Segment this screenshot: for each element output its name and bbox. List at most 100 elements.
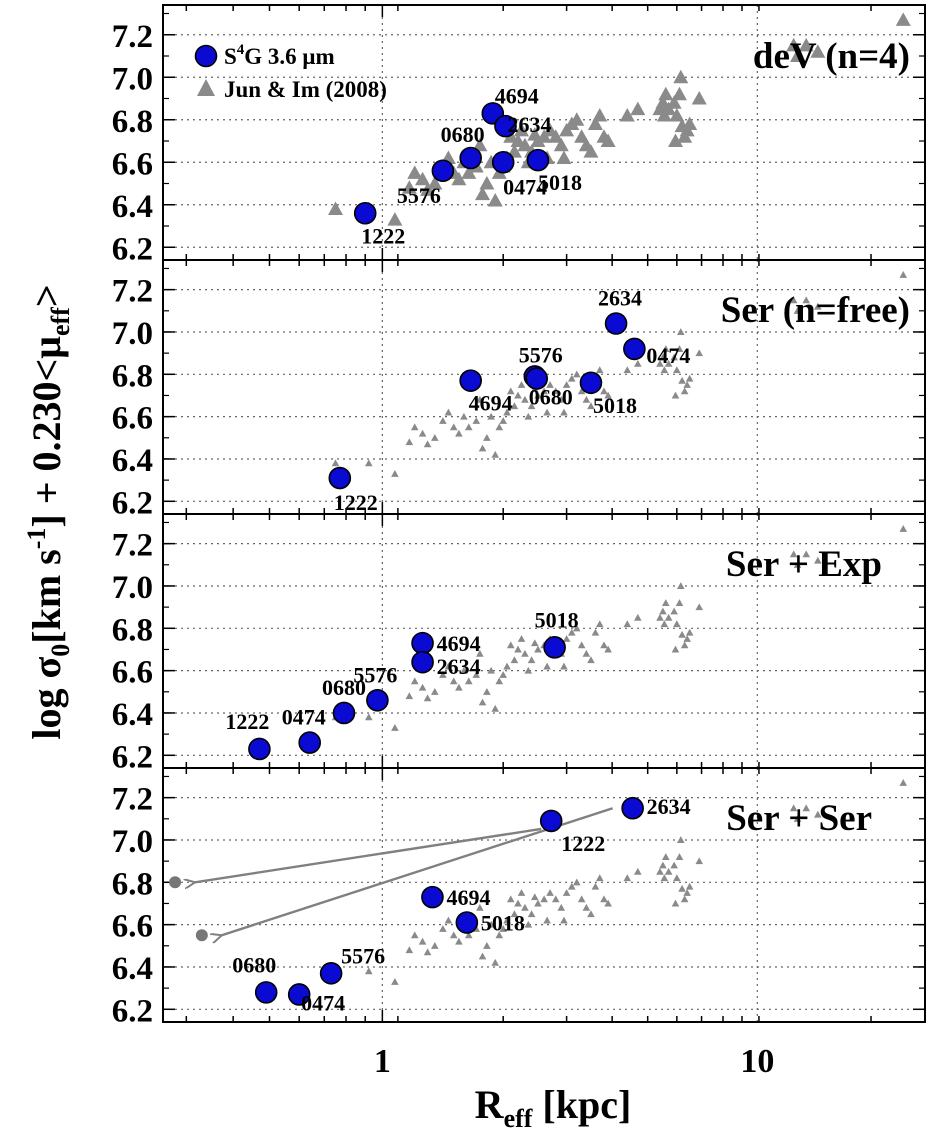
- comparison-triangle: [814, 810, 822, 818]
- comparison-triangle: [595, 366, 604, 374]
- comparison-triangle: [675, 853, 684, 860]
- comparison-triangle: [634, 359, 642, 367]
- point-label-0680: 0680: [529, 385, 573, 410]
- comparison-triangle: [410, 423, 419, 431]
- comparison-triangle: [464, 677, 473, 685]
- s4g-point-0474: [491, 150, 515, 174]
- comparison-triangle: [479, 176, 495, 190]
- s4g-point-5018: [579, 371, 603, 395]
- comparison-triangle: [540, 387, 548, 395]
- comparison-triangle: [675, 599, 684, 606]
- y-axis-title-part-5: eff: [46, 307, 75, 336]
- comparison-triangle: [328, 201, 344, 215]
- comparison-triangle: [810, 44, 826, 58]
- point-label-0680: 0680: [232, 952, 276, 977]
- comparison-triangle: [449, 677, 458, 685]
- comparison-triangle: [514, 122, 530, 137]
- s4g-point-4694: [421, 885, 444, 909]
- comparison-triangle: [604, 645, 612, 653]
- comparison-triangle: [431, 688, 439, 695]
- comparison-triangle: [790, 48, 806, 62]
- comparison-triangle: [673, 69, 689, 84]
- comparison-triangle: [661, 853, 670, 860]
- point-label-4694: 4694: [446, 885, 490, 910]
- comparison-triangle: [685, 628, 694, 636]
- comparison-triangle: [405, 692, 414, 700]
- point-label-5576: 5576: [397, 183, 441, 208]
- x-axis-title-sub: eff: [504, 1104, 533, 1129]
- comparison-triangle: [587, 402, 595, 410]
- comparison-triangle: [899, 779, 908, 786]
- comparison-triangle: [572, 878, 581, 886]
- y-tick-label: 7.0: [112, 824, 153, 860]
- comparison-triangle: [685, 374, 694, 382]
- comparison-triangle: [587, 656, 595, 664]
- comparison-triangle: [678, 376, 686, 384]
- comparison-triangle: [487, 193, 503, 207]
- arrow-1222: [195, 827, 542, 882]
- comparison-triangle: [521, 903, 529, 911]
- comparison-triangle: [604, 899, 612, 907]
- comparison-triangle: [664, 867, 673, 875]
- comparison-triangle: [676, 328, 685, 336]
- comparison-triangle: [691, 91, 707, 105]
- comparison-triangle: [391, 469, 399, 477]
- comparison-triangle: [391, 723, 399, 731]
- comparison-triangle: [793, 307, 802, 314]
- comparison-triangle: [557, 395, 566, 403]
- y-tick-label: 6.8: [112, 358, 153, 394]
- point-label-0474: 0474: [503, 174, 547, 199]
- comparison-triangle: [670, 607, 678, 615]
- comparison-triangle: [680, 641, 689, 649]
- comparison-triangle: [521, 649, 529, 657]
- comparison-triangle: [478, 698, 487, 706]
- comparison-triangle: [656, 867, 664, 875]
- comparison-triangle: [669, 108, 685, 122]
- comparison-triangle: [619, 108, 635, 122]
- point-label-1222: 1222: [225, 709, 269, 734]
- s4g-point-0680: [459, 146, 482, 170]
- y-tick-label: 6.8: [112, 612, 153, 648]
- comparison-triangle: [600, 641, 608, 649]
- point-label-4694: 4694: [437, 631, 481, 656]
- comparison-triangle: [534, 899, 542, 907]
- comparison-triangle: [546, 381, 554, 388]
- y-tick-label: 6.6: [112, 655, 153, 691]
- comparison-triangle: [387, 212, 403, 226]
- comparison-triangle: [423, 694, 432, 702]
- comparison-triangle: [517, 635, 526, 642]
- comparison-triangle: [658, 86, 674, 101]
- comparison-triangle: [680, 387, 689, 395]
- comparison-triangle: [695, 603, 704, 611]
- y-tick-label: 6.2: [112, 739, 153, 775]
- comparison-triangle: [683, 889, 691, 896]
- y-tick-label: 6.6: [112, 909, 153, 945]
- comparison-triangle: [461, 165, 477, 179]
- y-axis-title-part-3: -1: [22, 528, 51, 550]
- comparison-triangle: [444, 408, 453, 416]
- comparison-triangle: [630, 101, 646, 116]
- comparison-triangle: [506, 641, 515, 649]
- comparison-triangle: [560, 408, 568, 416]
- comparison-triangle: [557, 903, 566, 911]
- point-label-5018: 5018: [535, 607, 579, 632]
- comparison-triangle: [534, 391, 542, 399]
- comparison-triangle: [499, 417, 507, 424]
- comparison-triangle: [455, 429, 463, 437]
- comparison-triangle: [449, 931, 458, 939]
- comparison-triangle: [604, 391, 612, 399]
- comparison-triangle: [556, 150, 572, 164]
- comparison-triangle: [534, 645, 542, 653]
- comparison-triangle: [415, 171, 431, 186]
- comparison-triangle: [595, 874, 604, 882]
- comparison-triangle: [524, 412, 533, 420]
- s4g-point-5018: [526, 148, 550, 172]
- comparison-triangle: [506, 895, 515, 903]
- comparison-triangle: [423, 440, 432, 448]
- comparison-triangle: [499, 671, 507, 678]
- comparison-triangle: [577, 895, 586, 903]
- comparison-triangle: [678, 884, 686, 892]
- comparison-triangle: [666, 95, 682, 109]
- comparison-triangle: [595, 620, 604, 628]
